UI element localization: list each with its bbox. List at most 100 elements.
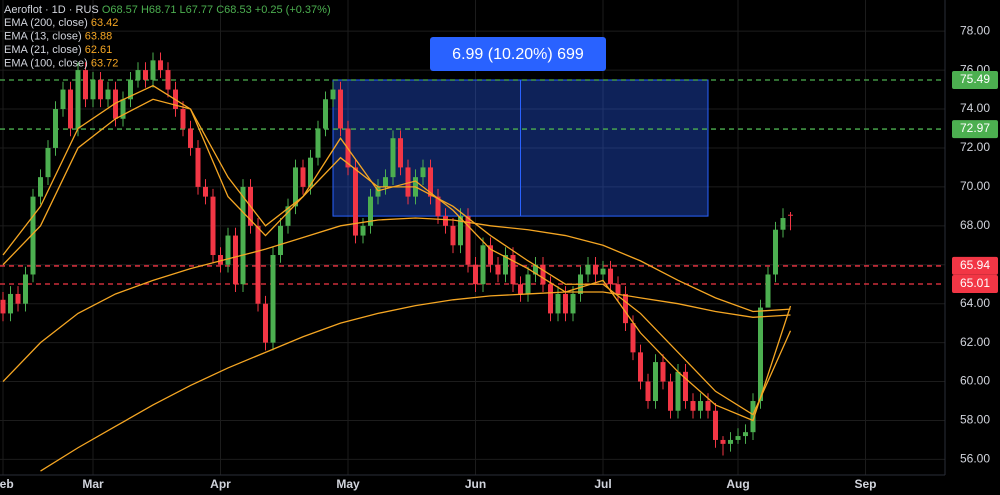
header-open: O68.57 (102, 4, 138, 16)
candle-body (300, 167, 306, 187)
candle-body (98, 79, 103, 100)
candle-body (255, 225, 261, 304)
ema-line (2, 98, 792, 416)
candle-body (383, 177, 388, 187)
candle-body (750, 401, 756, 433)
measure-label: 6.99 (10.20%) 699 (452, 46, 584, 63)
legend-value: 63.72 (91, 57, 119, 69)
candle-body (390, 138, 396, 178)
ema-line (2, 84, 792, 422)
candle-body (480, 245, 486, 285)
candle-body (158, 60, 163, 71)
x-tick-label: Mar (82, 477, 104, 491)
candle-body (218, 255, 223, 265)
candle-body (585, 264, 591, 275)
header-close: C68.53 (216, 4, 251, 16)
header-low: L67.77 (180, 4, 214, 16)
y-tick-label: 68.00 (960, 218, 990, 232)
candle-body (68, 89, 73, 129)
level-label: 75.49 (960, 72, 990, 86)
candle-body (263, 303, 268, 343)
legend-entry: EMA (13, close) 63.88 (4, 30, 112, 42)
candle-body (720, 439, 726, 444)
candle-body (758, 307, 763, 402)
header: Aeroflot · 1D · RUS O68.57 H68.71 L67.77… (4, 4, 331, 16)
candle-body (698, 401, 703, 411)
candle-body (270, 255, 276, 343)
candle-body (53, 109, 58, 148)
level-tag (952, 71, 998, 90)
candle-body (338, 89, 343, 129)
candle-body (353, 167, 358, 236)
candle-body (488, 245, 493, 265)
candle-body (428, 167, 433, 197)
x-tick-label: Aug (726, 477, 749, 491)
candle-body (308, 157, 313, 187)
candle-body (563, 293, 568, 314)
candle-body (713, 410, 718, 440)
legend-name: EMA (13, close) (4, 30, 82, 42)
level-tag (952, 120, 998, 139)
candle-body (458, 216, 463, 246)
candle-body (180, 109, 186, 129)
candle-body (668, 381, 673, 411)
candle-body (330, 89, 336, 100)
level-tag (952, 275, 998, 294)
candle-body (293, 167, 298, 207)
candle-body (323, 99, 328, 129)
grid (0, 0, 945, 475)
candle-body (0, 299, 6, 314)
x-tick-label: Sep (854, 477, 876, 491)
candle-body (540, 264, 546, 285)
candle-body (405, 167, 411, 197)
legend-name: EMA (100, close) (4, 57, 88, 69)
x-tick-label: Jul (594, 477, 611, 491)
ema-line (40, 291, 791, 472)
level-tag (952, 256, 998, 275)
candle-body (510, 255, 516, 285)
x-tick-label: Feb (0, 477, 14, 491)
candle-body (780, 218, 786, 230)
candle-body (150, 60, 156, 80)
candle-body (518, 284, 523, 294)
candle-body (135, 70, 141, 80)
legend-entry: EMA (200, close) 63.42 (4, 17, 118, 29)
candle-body (360, 225, 366, 236)
header-change: +0.25 (+0.37%) (255, 4, 331, 16)
candle-body (225, 235, 231, 265)
candle-body (8, 293, 13, 314)
candle-body (608, 268, 613, 285)
candle-body (128, 79, 133, 100)
y-tick-label: 64.00 (960, 296, 990, 310)
y-tick-label: 62.00 (960, 335, 990, 349)
candle-body (443, 216, 448, 226)
candle-body (623, 293, 628, 324)
candle-body (593, 264, 598, 275)
y-tick-label: 70.00 (960, 179, 990, 193)
candle-body (690, 401, 696, 411)
candle-body (743, 432, 748, 437)
candle-body (503, 255, 508, 275)
plot (0, 52, 793, 472)
candle-body (660, 362, 666, 382)
legend-entry: EMA (100, close) 63.72 (4, 57, 118, 69)
y-tick-label: 56.00 (960, 452, 990, 466)
y-tick-label: 60.00 (960, 374, 990, 388)
candle-body (285, 206, 291, 226)
candle-body (113, 89, 118, 119)
candle-body (645, 381, 651, 402)
level-label: 65.01 (960, 276, 990, 290)
candle-body (705, 401, 711, 411)
candle-body (45, 147, 51, 178)
candle-body (210, 196, 216, 256)
candle-body (555, 293, 561, 314)
candle-body (788, 214, 793, 216)
legend-name: EMA (21, close) (4, 44, 82, 56)
y-tick-label: 72.00 (960, 140, 990, 154)
candle-body (773, 229, 778, 275)
candle-body (615, 284, 621, 294)
candle-body (630, 323, 636, 353)
header-symbol: Aeroflot · 1D · RUS (4, 4, 99, 16)
candle-body (165, 70, 171, 90)
level-label: 65.94 (960, 258, 990, 272)
